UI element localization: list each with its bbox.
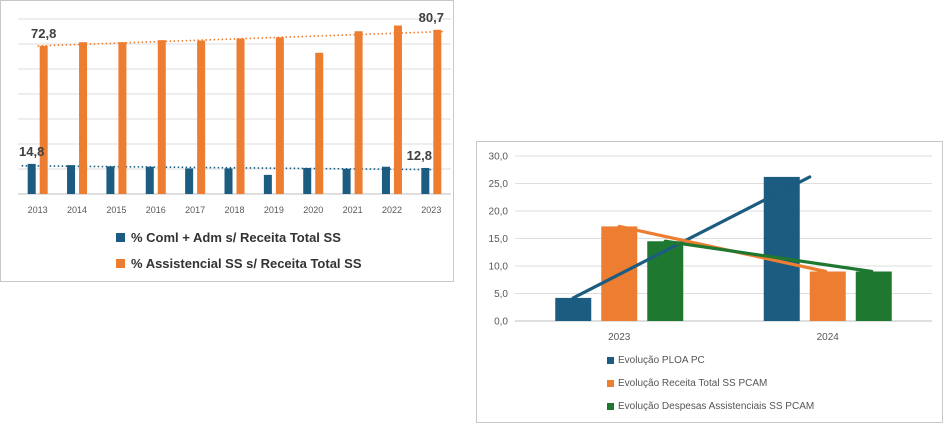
bar-assistencial-2023 <box>433 29 442 195</box>
bar-coml-adm-2014 <box>67 165 76 194</box>
bar-coml-adm-2015 <box>106 166 115 194</box>
line-ploa <box>571 175 812 300</box>
x-tick-label-2023: 2023 <box>608 332 631 343</box>
y-tick-label: 20,0 <box>489 207 509 218</box>
bar-assistencial-2014 <box>79 42 88 194</box>
legend-item-assistencial: % Assistencial SS s/ Receita Total SS <box>116 256 361 271</box>
x-tick-label-2019: 2019 <box>264 205 284 215</box>
bar-assistencial-2019 <box>275 37 284 195</box>
legend-label-assistencial: % Assistencial SS s/ Receita Total SS <box>131 256 362 271</box>
legend-swatch-receita <box>607 380 614 387</box>
x-tick-label-2020: 2020 <box>303 205 323 215</box>
x-tick-label-2022: 2022 <box>382 205 402 215</box>
bar-coml-adm-2019 <box>263 174 272 194</box>
legend-swatch-despesas <box>607 403 614 410</box>
x-tick-label-2014: 2014 <box>67 205 87 215</box>
bar-assistencial-2018 <box>236 38 245 195</box>
line-despesas <box>663 239 874 274</box>
bar-receita-2024 <box>809 271 846 321</box>
legend-item-ploa: Evolução PLOA PC <box>607 355 705 366</box>
y-tick-label: 0,0 <box>494 317 508 328</box>
legend-item-receita: Evolução Receita Total SS PCAM <box>607 378 767 389</box>
data-label-80-7: 80,7 <box>419 10 444 25</box>
legend-label-despesas: Evolução Despesas Assistenciais SS PCAM <box>618 401 815 412</box>
bar-coml-adm-2021 <box>342 168 351 194</box>
bar-assistencial-2021 <box>354 31 363 194</box>
x-tick-label-2013: 2013 <box>28 205 48 215</box>
y-tick-label: 25,0 <box>489 179 509 190</box>
legend-swatch-assistencial <box>116 259 125 268</box>
y-tick-label: 15,0 <box>489 234 509 245</box>
y-tick-label: 10,0 <box>489 262 509 273</box>
x-tick-label-2021: 2021 <box>343 205 363 215</box>
bar-assistencial-2017 <box>197 40 206 195</box>
left-chart-canvas: 2013 2014 2015 2016 2017 2018 2019 2020 2021 2022… <box>18 10 451 215</box>
bar-assistencial-2022 <box>393 25 402 194</box>
bar-coml-adm-2016 <box>145 166 154 194</box>
x-tick-label-2015: 2015 <box>106 205 126 215</box>
legend-label-receita: Evolução Receita Total SS PCAM <box>618 378 768 389</box>
bar-ploa-2023 <box>555 297 592 321</box>
legend-label-coml-adm: % Coml + Adm s/ Receita Total SS <box>131 230 341 245</box>
y-tick-label: 5,0 <box>494 289 508 300</box>
legend-swatch-coml-adm <box>116 233 125 242</box>
bar-coml-adm-2023 <box>421 167 430 194</box>
legend-swatch-ploa <box>607 357 614 364</box>
data-label-72-8: 72,8 <box>31 26 56 41</box>
x-tick-label-2023: 2023 <box>421 205 441 215</box>
left-chart-panel: 2013 2014 2015 2016 2017 2018 2019 2020 2021 2022… <box>0 0 454 282</box>
bar-assistencial-2013 <box>39 45 48 194</box>
x-tick-label-2017: 2017 <box>185 205 205 215</box>
x-tick-label-2024: 2024 <box>817 332 840 343</box>
data-label-14-8: 14,8 <box>19 144 44 159</box>
data-label-12-8: 12,8 <box>407 148 432 163</box>
bar-coml-adm-2022 <box>381 166 390 194</box>
legend-item-coml-adm: % Coml + Adm s/ Receita Total SS <box>116 230 341 245</box>
y-tick-label: 30,0 <box>489 152 509 163</box>
x-tick-label-2018: 2018 <box>224 205 244 215</box>
bar-coml-adm-2020 <box>303 167 312 194</box>
right-chart-panel: 0,0 5,0 10,0 15,0 20,0 25,0 30,0 2023 2024 Evolu… <box>476 141 943 423</box>
bar-coml-adm-2013 <box>27 163 36 194</box>
legend-label-ploa: Evolução PLOA PC <box>618 355 705 366</box>
bar-assistencial-2016 <box>157 40 166 194</box>
bar-despesas-2023 <box>647 241 684 321</box>
trendline-coml-adm <box>21 164 438 171</box>
bar-assistencial-2015 <box>118 42 127 194</box>
right-chart-canvas: 0,0 5,0 10,0 15,0 20,0 25,0 30,0 2023 2024 <box>489 152 932 343</box>
x-tick-label-2016: 2016 <box>146 205 166 215</box>
bar-coml-adm-2017 <box>185 168 194 194</box>
bar-coml-adm-2018 <box>224 168 233 194</box>
legend-item-despesas: Evolução Despesas Assistenciais SS PCAM <box>607 401 814 412</box>
bar-despesas-2024 <box>855 271 892 321</box>
bar-assistencial-2020 <box>315 52 324 194</box>
bar-ploa-2024 <box>763 176 800 321</box>
